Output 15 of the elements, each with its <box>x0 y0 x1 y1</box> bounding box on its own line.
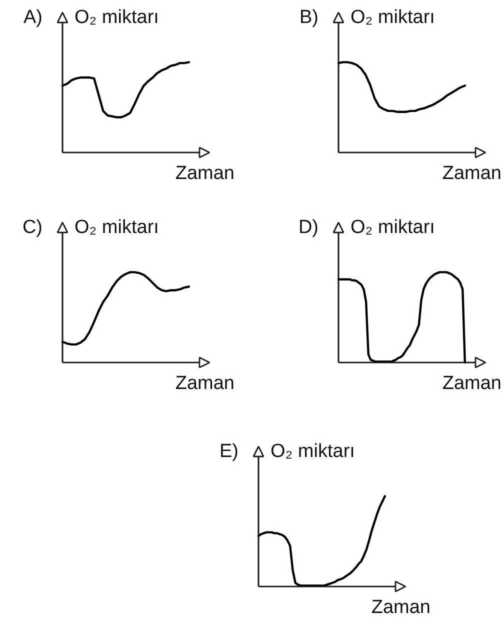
chart-title: C) <box>22 217 43 238</box>
y-axis-title: O₂ miktarı <box>350 217 435 238</box>
y-axis-title: O₂ miktarı <box>270 441 355 462</box>
y-axis-title: O₂ miktarı <box>74 217 159 238</box>
chart-title: A) <box>24 7 42 28</box>
y-axis-title: O₂ miktarı <box>74 7 159 28</box>
chart-title: D) <box>298 217 319 238</box>
x-axis-title: Zaman <box>442 373 502 394</box>
x-axis-title: Zaman <box>175 163 235 184</box>
chart-title: E) <box>220 441 238 462</box>
x-axis-title: Zaman <box>175 373 235 394</box>
chart-title: B) <box>300 7 318 28</box>
x-axis-title: Zaman <box>442 163 502 184</box>
x-axis-title: Zaman <box>371 597 431 618</box>
y-axis-title: O₂ miktarı <box>350 7 435 28</box>
